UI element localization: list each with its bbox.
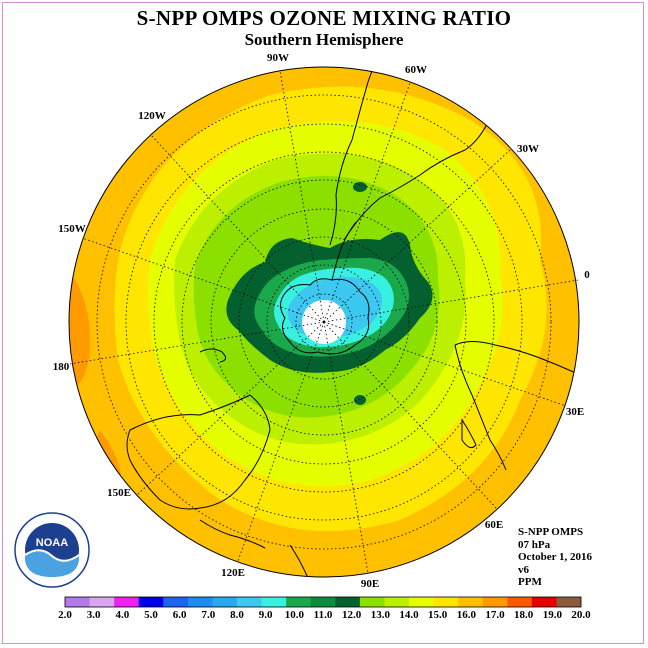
colorbar-label: 15.0 bbox=[428, 609, 448, 621]
colorbar-swatch bbox=[163, 597, 189, 607]
lon-label-30e: 30E bbox=[566, 406, 584, 418]
colorbar-swatch bbox=[310, 597, 336, 607]
colorbar-swatch bbox=[458, 597, 484, 607]
lon-label-60w: 60W bbox=[405, 64, 427, 76]
colorbar-label: 12.0 bbox=[342, 609, 362, 621]
colorbar-label: 17.0 bbox=[485, 609, 505, 621]
new-zealand-coast bbox=[199, 348, 226, 363]
colorbar-swatch bbox=[507, 597, 533, 607]
colorbar-swatch bbox=[237, 597, 262, 607]
info-block: S-NPP OMPS 07 hPa October 1, 2016 v6 PPM bbox=[518, 526, 592, 589]
australia-coast bbox=[126, 394, 271, 510]
indonesia-coast bbox=[199, 519, 266, 549]
lon-label-150w: 150W bbox=[58, 223, 86, 235]
colorbar-label: 10.0 bbox=[285, 609, 305, 621]
colorbar-swatch bbox=[433, 597, 459, 607]
colorbar-label: 6.0 bbox=[173, 609, 187, 621]
colorbar-swatch bbox=[138, 597, 164, 607]
ozone-field bbox=[69, 67, 579, 577]
colorbar-label: 14.0 bbox=[399, 609, 419, 621]
colorbar-swatch bbox=[409, 597, 434, 607]
colorbar-label: 5.0 bbox=[144, 609, 158, 621]
colorbar-label: 20.0 bbox=[571, 609, 591, 621]
colorbar-swatch bbox=[556, 597, 582, 607]
colorbar-border bbox=[64, 596, 582, 608]
lon-label-150e: 150E bbox=[107, 487, 131, 499]
lon-label-90w: 90W bbox=[267, 52, 289, 64]
noaa-logo: NOAA bbox=[14, 512, 90, 588]
map-subtitle: Southern Hemisphere bbox=[244, 30, 404, 49]
colorbar-label: 3.0 bbox=[87, 609, 101, 621]
lon-label-30w: 30W bbox=[517, 143, 539, 155]
colorbar: 2.0 3.0 4.0 5.0 6.0 7.0 8.0 9.0 10.0 11.0 12.0 13.0… bbox=[58, 596, 591, 621]
map-title: S-NPP OMPS OZONE MIXING RATIO bbox=[136, 6, 512, 30]
colorbar-swatch bbox=[261, 597, 287, 607]
ozone-patch-north bbox=[353, 182, 367, 192]
colorbar-swatch bbox=[384, 597, 410, 607]
colorbar-swatch bbox=[65, 597, 90, 607]
colorbar-swatch bbox=[114, 597, 140, 607]
colorbar-label: 7.0 bbox=[201, 609, 215, 621]
colorbar-label: 2.0 bbox=[58, 609, 72, 621]
madagascar-coast bbox=[461, 418, 477, 449]
ozone-patch-south bbox=[354, 395, 366, 405]
malay-coast bbox=[289, 544, 309, 577]
lon-label-0: 0 bbox=[584, 269, 590, 281]
colorbar-swatch bbox=[359, 597, 385, 607]
antarctica-coast bbox=[280, 278, 370, 355]
lon-label-120w: 120W bbox=[138, 110, 166, 122]
map-boundary bbox=[68, 66, 580, 578]
africa-west-coast bbox=[454, 344, 507, 471]
colorbar-swatch bbox=[482, 597, 508, 607]
colorbar-swatch bbox=[531, 597, 557, 607]
lon-label-90e: 90E bbox=[361, 578, 379, 590]
colorbar-label: 11.0 bbox=[314, 609, 333, 621]
meridians bbox=[69, 70, 579, 574]
info-satellite: S-NPP OMPS bbox=[518, 526, 584, 538]
ozone-band-17-18-west bbox=[69, 270, 91, 392]
colorbar-swatch bbox=[89, 597, 115, 607]
lon-label-120e: 120E bbox=[221, 567, 245, 579]
colorbar-swatch bbox=[212, 597, 238, 607]
lon-label-60e: 60E bbox=[485, 519, 503, 531]
lon-label-180: 180 bbox=[53, 361, 70, 373]
colorbar-swatch bbox=[335, 597, 361, 607]
info-units: PPM bbox=[518, 576, 542, 588]
colorbar-label: 13.0 bbox=[371, 609, 391, 621]
colorbar-label: 19.0 bbox=[543, 609, 563, 621]
colorbar-label: 18.0 bbox=[514, 609, 534, 621]
colorbar-swatch bbox=[187, 597, 213, 607]
info-date: October 1, 2016 bbox=[518, 551, 593, 563]
noaa-logo-text: NOAA bbox=[36, 537, 68, 549]
info-version: v6 bbox=[518, 563, 529, 576]
latitude-circles bbox=[96, 94, 552, 550]
colorbar-swatch bbox=[286, 597, 312, 607]
info-pressure-level: 07 hPa bbox=[518, 538, 551, 551]
longitude-labels: 90W 60W 30W 0 30E 60E 90E 120E 150E 180 … bbox=[53, 52, 591, 590]
colorbar-label: 9.0 bbox=[259, 609, 273, 621]
colorbar-label: 4.0 bbox=[115, 609, 129, 621]
colorbar-label: 8.0 bbox=[230, 609, 244, 621]
colorbar-label: 16.0 bbox=[457, 609, 477, 621]
